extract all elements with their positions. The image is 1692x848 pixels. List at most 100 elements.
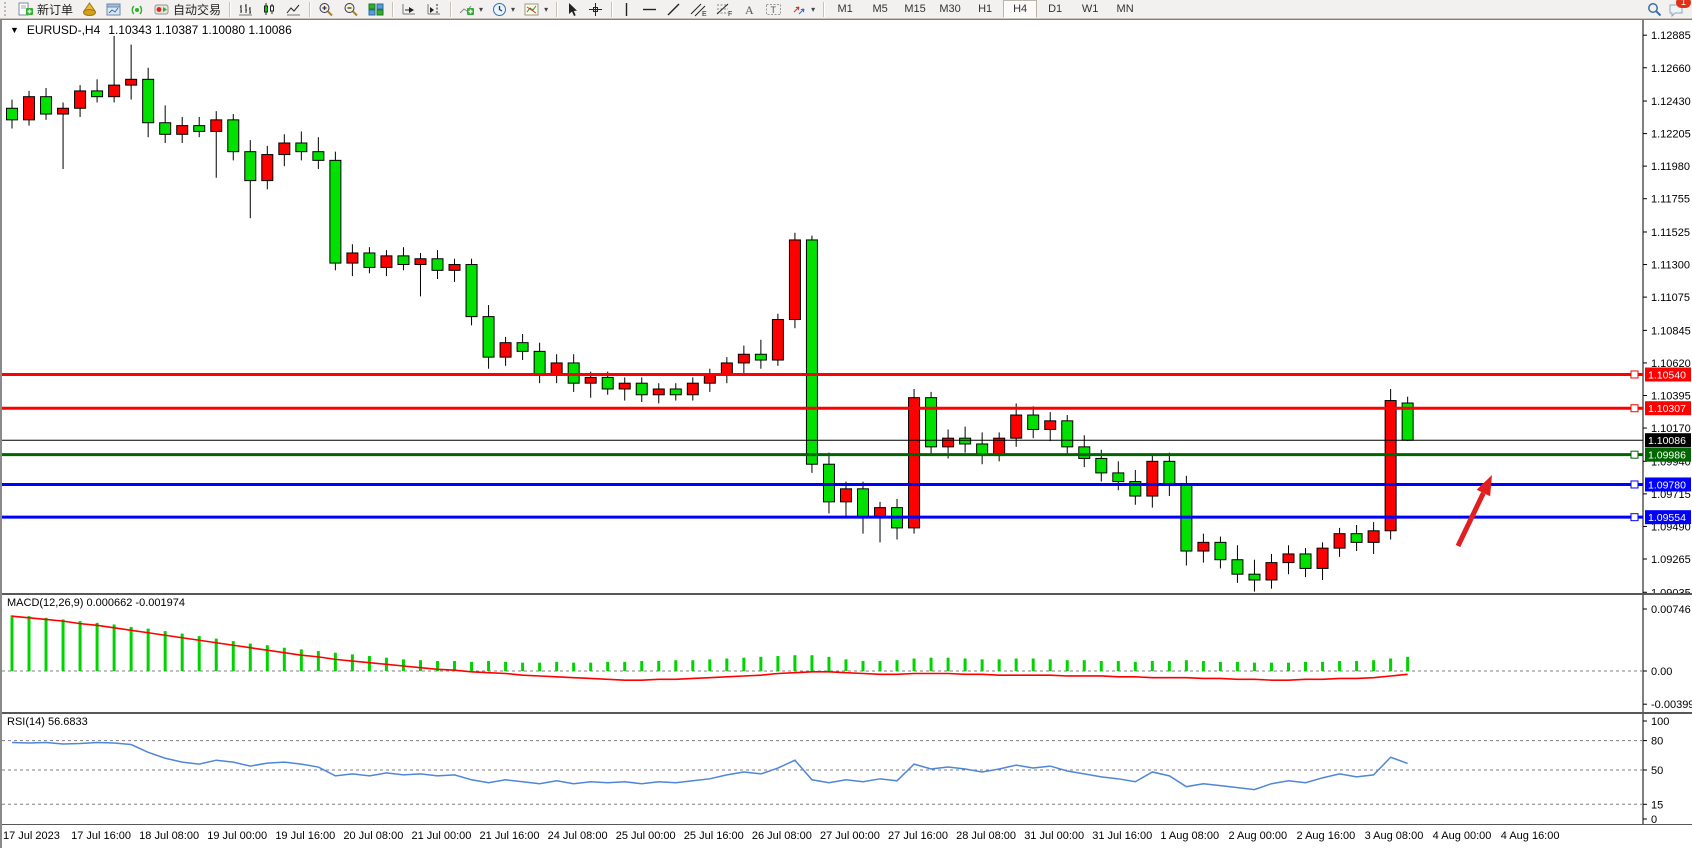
zoom-out-icon xyxy=(344,2,358,16)
candle xyxy=(1316,547,1329,569)
scale-tick-label: 1.09490 xyxy=(1651,521,1691,533)
trendline-button[interactable] xyxy=(662,0,685,19)
price-label-box xyxy=(1645,477,1691,492)
crosshair-button[interactable] xyxy=(584,0,607,19)
terminal-button[interactable] xyxy=(126,0,149,19)
bar-chart-button[interactable] xyxy=(234,0,257,19)
line-anchor-marker[interactable] xyxy=(1630,404,1639,413)
candle xyxy=(193,125,206,132)
time-tick-label: 17 Jul 2023 xyxy=(3,830,60,842)
chart-shift-button[interactable] xyxy=(422,0,446,19)
price-chart-panel[interactable]: 1.12885 1.12660 1.12430 1.12205 1.11980 1.117… xyxy=(2,20,1692,593)
svg-text:T: T xyxy=(771,5,777,15)
periods-button[interactable]: ▾ xyxy=(488,0,519,19)
templates-button[interactable]: ▾ xyxy=(520,0,552,19)
zoom-out-button[interactable] xyxy=(339,0,363,19)
timeframe-mn-button[interactable]: MN xyxy=(1116,3,1134,15)
timeframe-m30-button[interactable]: M30 xyxy=(939,3,961,15)
candle xyxy=(23,96,36,121)
scale-tick-label: 1.12885 xyxy=(1651,30,1691,42)
candle xyxy=(448,264,461,271)
candle xyxy=(533,350,546,376)
candle xyxy=(210,119,223,132)
trend-arrow[interactable] xyxy=(1455,475,1492,548)
dropdown-caret-icon: ▾ xyxy=(511,4,516,14)
scale-tick-label: 0.00746 xyxy=(1651,604,1691,616)
line-anchor-marker[interactable] xyxy=(1630,370,1639,379)
timeframe-m15-button[interactable]: M15 xyxy=(904,3,926,15)
candle xyxy=(686,382,699,396)
candle xyxy=(1163,460,1176,485)
search-icon[interactable] xyxy=(1647,2,1662,17)
candlesticks xyxy=(6,35,1414,592)
timeframe-d1-button[interactable]: D1 xyxy=(1048,3,1063,15)
candle xyxy=(1248,573,1261,581)
price-label: 1.09780 xyxy=(1648,479,1686,491)
horizontal-level-line[interactable] xyxy=(2,404,1643,413)
candle xyxy=(159,122,172,135)
scale-tick-label: 1.09715 xyxy=(1651,489,1691,501)
toolbar-grip[interactable] xyxy=(4,2,11,16)
candlestick-chart-button[interactable] xyxy=(258,0,281,19)
new-order-button[interactable]: 新订单 xyxy=(14,0,77,19)
toolbar-separator xyxy=(556,1,558,17)
collapse-indicator-icon[interactable]: ▼ xyxy=(10,25,19,35)
rsi-plot[interactable]: 100 80 50 15 0 xyxy=(2,714,1692,824)
horizontal-level-line[interactable] xyxy=(2,480,1643,489)
candle xyxy=(925,397,938,448)
navigator-button[interactable] xyxy=(102,0,125,19)
auto-scroll-button[interactable] xyxy=(397,0,421,19)
timeframe-m1-button[interactable]: M1 xyxy=(837,3,853,15)
tile-windows-button[interactable] xyxy=(364,0,388,19)
candle xyxy=(1265,562,1278,581)
candle xyxy=(74,90,87,109)
time-tick-label: 19 Jul 16:00 xyxy=(275,830,335,842)
macd-plot[interactable]: 0.00746 0.00 -0.003993 xyxy=(2,595,1692,712)
price-label: 1.09986 xyxy=(1648,450,1686,462)
horizontal-level-line[interactable] xyxy=(2,513,1643,522)
scale-tick-label: 1.11075 xyxy=(1651,292,1690,304)
market-watch-button[interactable] xyxy=(78,0,101,19)
horizontal-line-icon xyxy=(643,8,657,10)
timeframe-m5-button[interactable]: M5 xyxy=(872,3,888,15)
macd-panel[interactable]: 0.00746 0.00 -0.003993 MACD(12,26,9) 0.000… xyxy=(2,593,1692,712)
candle xyxy=(346,252,359,264)
candle xyxy=(176,125,189,135)
horizontal-level-line[interactable] xyxy=(2,370,1643,379)
rsi-panel[interactable]: 100 80 50 15 0 RSI(14) 56.6833 xyxy=(2,712,1692,824)
arrows-button[interactable]: ▾ xyxy=(787,0,819,19)
channel-button[interactable]: E xyxy=(686,0,711,19)
time-tick-label: 2 Aug 00:00 xyxy=(1228,830,1287,842)
autotrading-button[interactable]: 自动交易 xyxy=(150,0,225,19)
line-anchor-marker[interactable] xyxy=(1630,480,1639,489)
text-button[interactable]: A xyxy=(738,0,760,19)
zoom-in-button[interactable] xyxy=(314,0,338,19)
cursor-button[interactable] xyxy=(561,0,583,19)
fibonacci-button[interactable]: F xyxy=(712,0,737,19)
scale-tick-label: 1.11755 xyxy=(1651,194,1690,206)
timeframe-h1-button[interactable]: H1 xyxy=(978,3,993,15)
line-anchor-marker[interactable] xyxy=(1630,513,1639,522)
price-label-box xyxy=(1645,433,1691,448)
candle xyxy=(1095,457,1108,474)
dropdown-caret-icon: ▾ xyxy=(479,4,484,14)
autotrading-icon xyxy=(154,4,169,14)
timeframe-h4-button[interactable]: H4 xyxy=(1003,0,1038,18)
line-chart-button[interactable] xyxy=(282,0,305,19)
candle xyxy=(942,437,955,448)
time-tick-label: 25 Jul 16:00 xyxy=(684,830,744,842)
scale-tick-label: 15 xyxy=(1651,799,1663,811)
candle xyxy=(959,437,972,445)
scale-tick-label: 1.11980 xyxy=(1651,161,1690,173)
time-axis[interactable]: 17 Jul 2023 17 Jul 16:00 18 Jul 08:00 19 Ju… xyxy=(2,824,1692,848)
text-label-button[interactable]: T xyxy=(761,0,786,19)
vertical-line-button[interactable] xyxy=(616,0,637,19)
horizontal-line-button[interactable] xyxy=(638,0,661,19)
price-label: 1.10307 xyxy=(1648,403,1686,415)
line-anchor-marker[interactable] xyxy=(1630,450,1639,459)
price-chart-plot[interactable]: 1.12885 1.12660 1.12430 1.12205 1.11980 1.117… xyxy=(2,20,1692,593)
notifications-button[interactable]: 1 xyxy=(1668,0,1691,17)
timeframe-w1-button[interactable]: W1 xyxy=(1081,3,1099,15)
horizontal-level-line[interactable] xyxy=(2,450,1643,459)
indicators-button[interactable]: ▾ xyxy=(455,0,487,19)
